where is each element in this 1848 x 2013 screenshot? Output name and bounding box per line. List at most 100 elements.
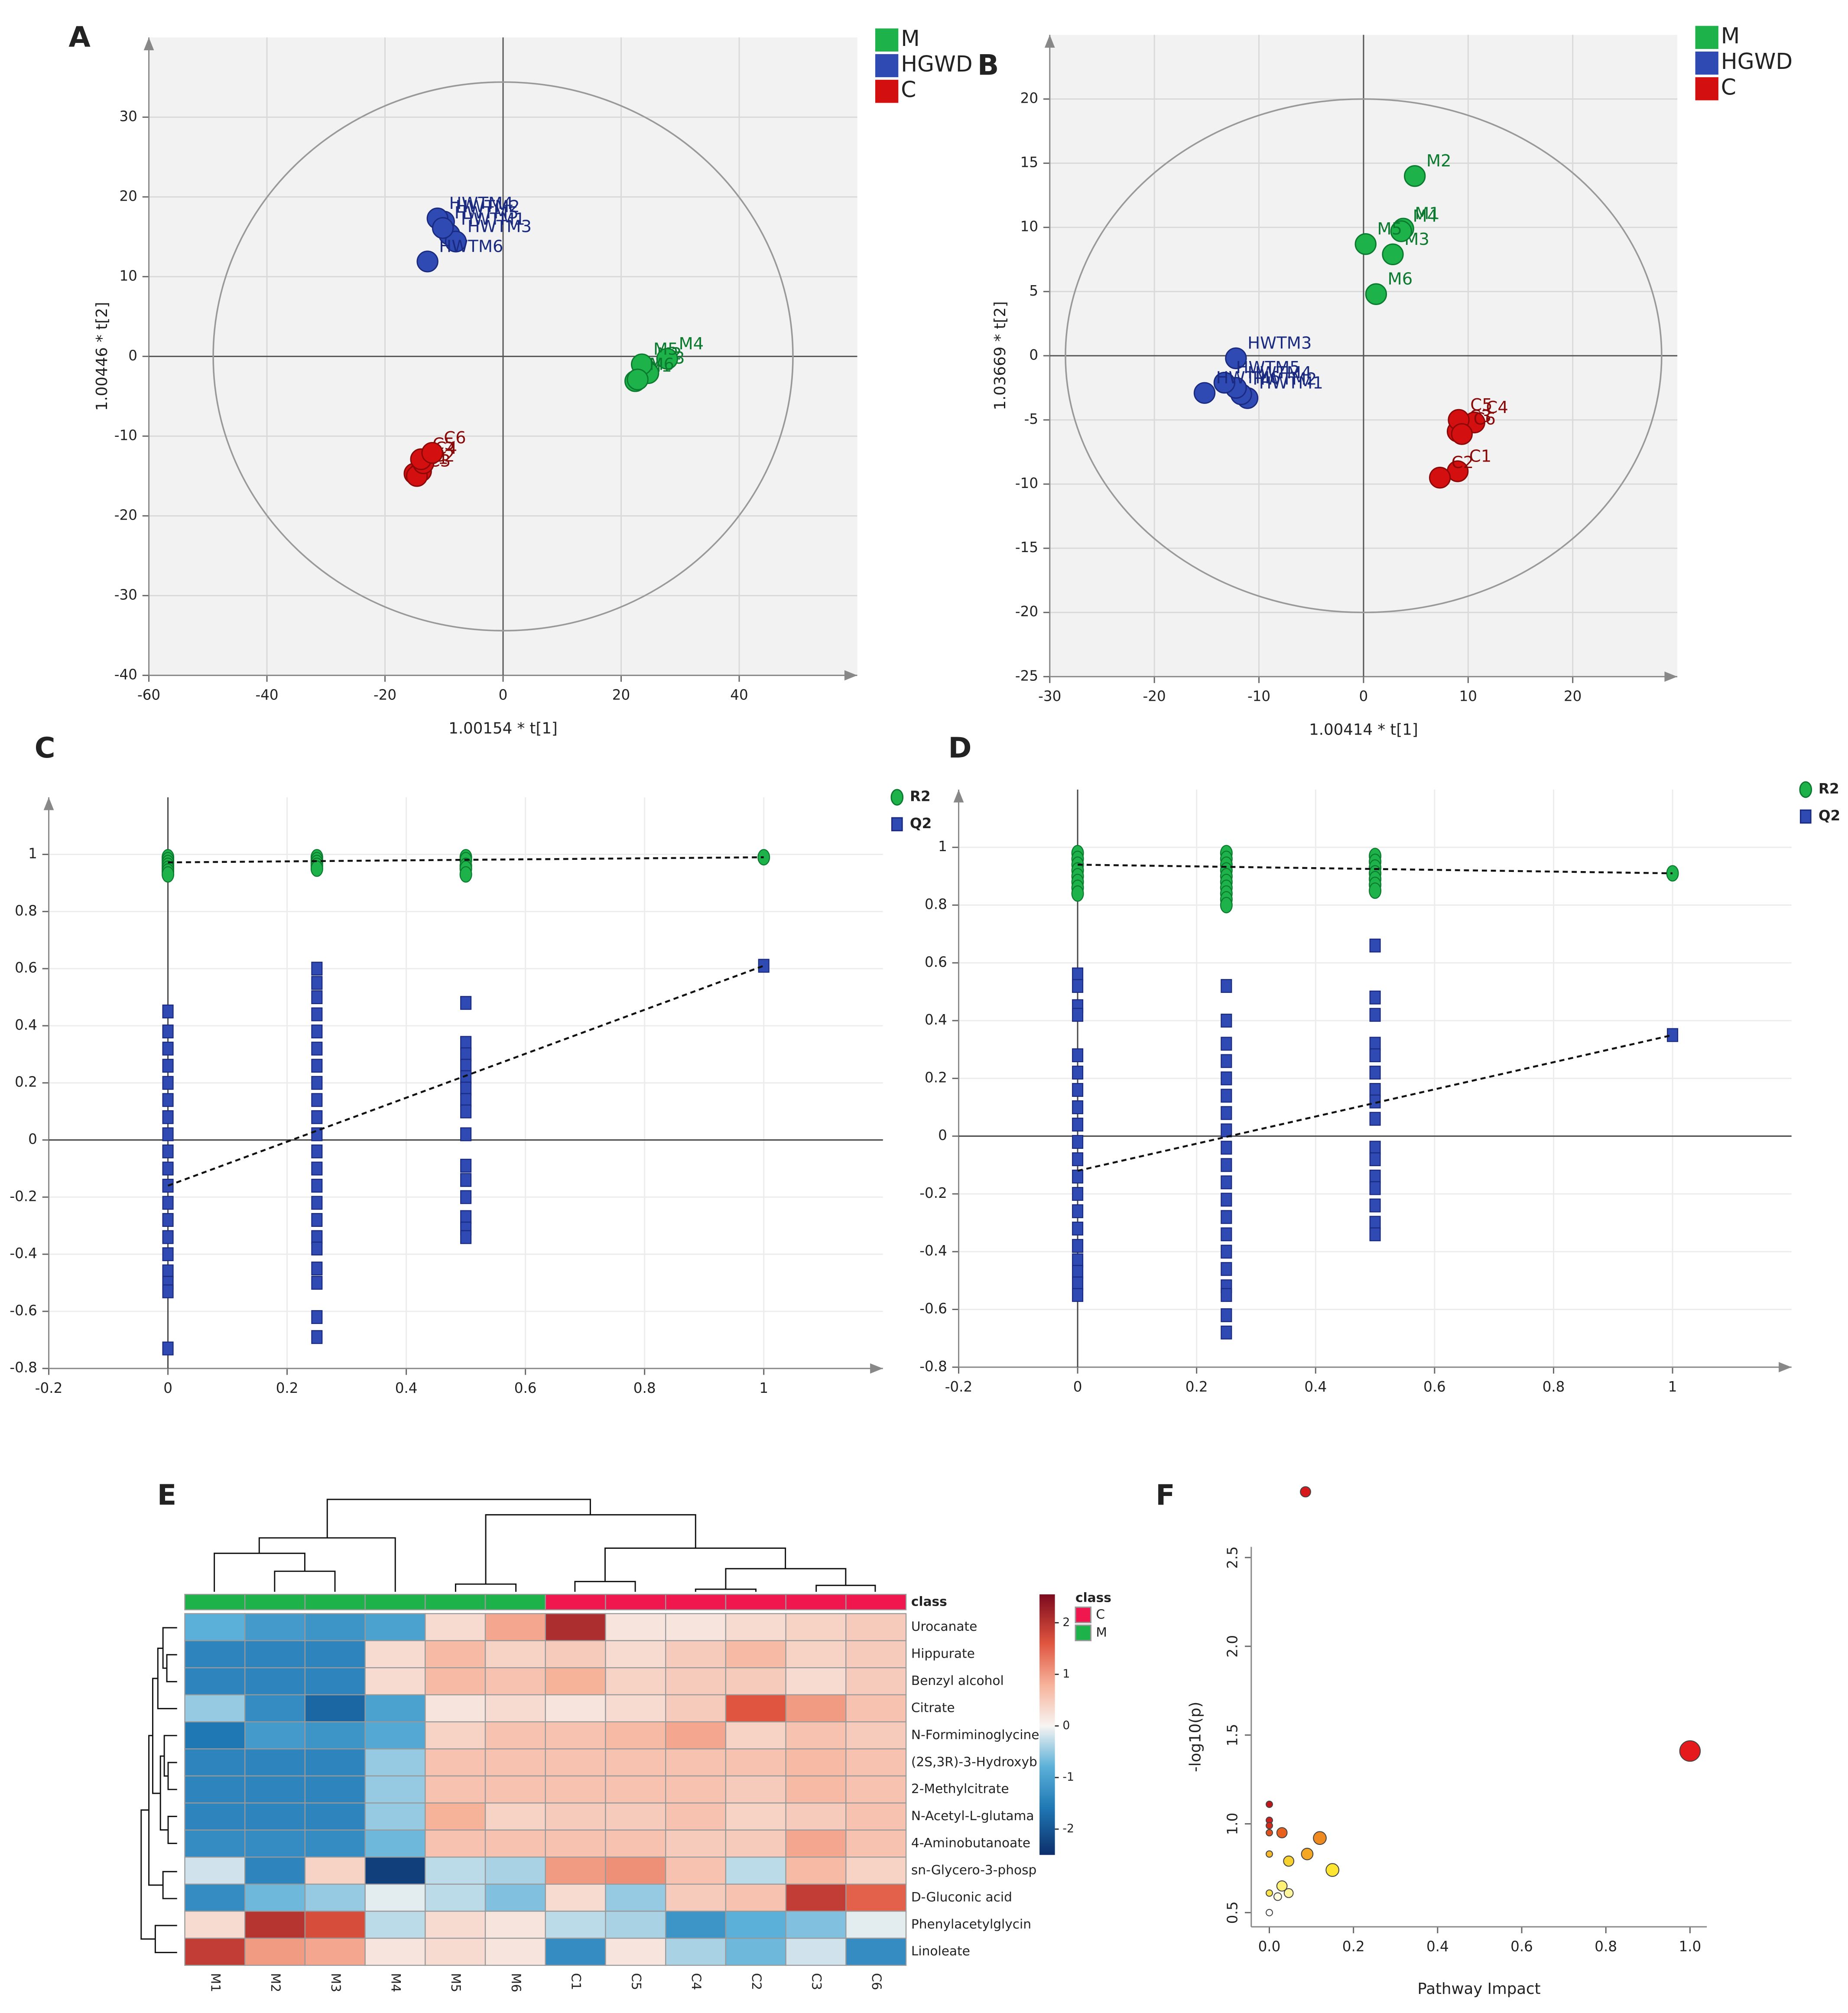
point	[1667, 1028, 1679, 1042]
bubble	[1266, 1850, 1273, 1858]
y-tick-label: -0.2	[919, 1185, 947, 1201]
heatmap-cell	[364, 1694, 426, 1723]
bubble	[1276, 1827, 1288, 1838]
column-label: M3	[328, 1973, 343, 1992]
point	[311, 1007, 323, 1021]
y-tick-label: -40	[114, 666, 137, 683]
point	[432, 217, 454, 239]
heatmap-cell	[184, 1775, 246, 1804]
point	[162, 1341, 174, 1356]
x-tick-label: 0.2	[276, 1380, 299, 1396]
heatmap-cell	[364, 1613, 426, 1642]
panel-label: C	[35, 732, 55, 764]
point	[1369, 1112, 1381, 1126]
heatmap-cell	[545, 1938, 606, 1966]
point	[445, 231, 467, 253]
point-label: M6	[1388, 270, 1413, 289]
heatmap-cell	[725, 1694, 786, 1723]
column-label: C4	[689, 1973, 704, 1990]
legend-label: Q2	[910, 815, 932, 832]
row-dendrogram	[140, 1627, 177, 1953]
heatmap-cell	[425, 1667, 486, 1695]
point	[1221, 979, 1232, 993]
point	[459, 866, 472, 883]
heatmap-cell	[785, 1829, 847, 1858]
heatmap-cell	[484, 1667, 546, 1695]
heatmap-cell	[484, 1938, 546, 1966]
point	[1072, 1083, 1084, 1097]
heatmap-cell	[304, 1857, 366, 1885]
point	[1071, 885, 1084, 902]
heatmap-cell	[545, 1857, 606, 1885]
y-axis-label: 1.00446 * t[2]	[93, 302, 111, 411]
point	[162, 1004, 174, 1018]
point	[1221, 1175, 1232, 1190]
x-tick-label: 10	[1459, 688, 1477, 705]
heatmap-cell	[845, 1802, 907, 1831]
point-label: HWTM2	[1253, 370, 1317, 389]
point	[1072, 1117, 1084, 1132]
x-tick-label: 0	[163, 1380, 172, 1396]
point-label: HWTM1	[461, 210, 525, 229]
point	[1369, 1216, 1381, 1230]
heatmap-cell	[364, 1721, 426, 1750]
point	[311, 1041, 323, 1056]
heatmap-cell	[725, 1938, 786, 1966]
y-tick-label: 0.5	[1224, 1901, 1241, 1924]
y-tick-label: -0.6	[919, 1300, 947, 1317]
heatmap-cell	[725, 1721, 786, 1750]
heatmap-cell	[425, 1721, 486, 1750]
heatmap-cell	[785, 1667, 847, 1695]
heatmap-cell	[785, 1775, 847, 1804]
heatmap-cell	[605, 1721, 666, 1750]
heatmap-cell	[244, 1694, 306, 1723]
heatmap-cell	[184, 1694, 246, 1723]
point	[1369, 1083, 1381, 1097]
colorbar-tick-label: -1	[1062, 1770, 1074, 1784]
heatmap-cell	[304, 1694, 366, 1723]
legend-label: Q2	[1819, 807, 1840, 824]
legend-label: R2	[910, 788, 931, 805]
heatmap-cell	[665, 1802, 727, 1831]
column-label: C5	[629, 1973, 643, 1990]
column-label: M2	[268, 1973, 283, 1992]
x-tick-label: -60	[137, 687, 160, 703]
class-legend-swatch	[1075, 1606, 1092, 1623]
heatmap-cell	[725, 1910, 786, 1939]
point	[460, 1127, 472, 1141]
heatmap-cell	[184, 1829, 246, 1858]
legend-swatch	[875, 54, 899, 78]
point	[460, 1230, 472, 1244]
point-label: HWTM6	[439, 237, 503, 256]
point	[311, 990, 323, 1005]
point	[1072, 1239, 1084, 1253]
class-legend-label: C	[1096, 1607, 1105, 1622]
heatmap-cell	[725, 1829, 786, 1858]
point	[1221, 1245, 1232, 1259]
heatmap-cell	[244, 1857, 306, 1885]
heatmap-cell	[665, 1748, 727, 1777]
point	[1072, 1204, 1084, 1218]
colorbar-tick-label: -2	[1062, 1822, 1074, 1835]
heatmap-cell	[665, 1613, 727, 1642]
point	[1369, 1227, 1381, 1242]
point-label: M4	[679, 334, 704, 354]
heatmap-cell	[244, 1748, 306, 1777]
point	[656, 348, 678, 370]
heatmap-cell	[244, 1938, 306, 1966]
point	[421, 442, 443, 464]
y-tick-label: 0.2	[925, 1069, 947, 1086]
x-axis-label: Pathway Impact	[1417, 1980, 1540, 1998]
class-cell	[364, 1593, 426, 1610]
row-label: D-Gluconic acid	[911, 1889, 1012, 1904]
heatmap-cell	[605, 1802, 666, 1831]
class-legend-swatch	[1075, 1624, 1092, 1642]
x-tick-label: -30	[1038, 688, 1061, 705]
heatmap-cell	[545, 1748, 606, 1777]
point	[1369, 1037, 1381, 1051]
heatmap-cell	[845, 1775, 907, 1804]
row-label: Phenylacetylglycin	[911, 1917, 1031, 1932]
heatmap-cell	[605, 1775, 666, 1804]
bubble	[1276, 1880, 1288, 1892]
